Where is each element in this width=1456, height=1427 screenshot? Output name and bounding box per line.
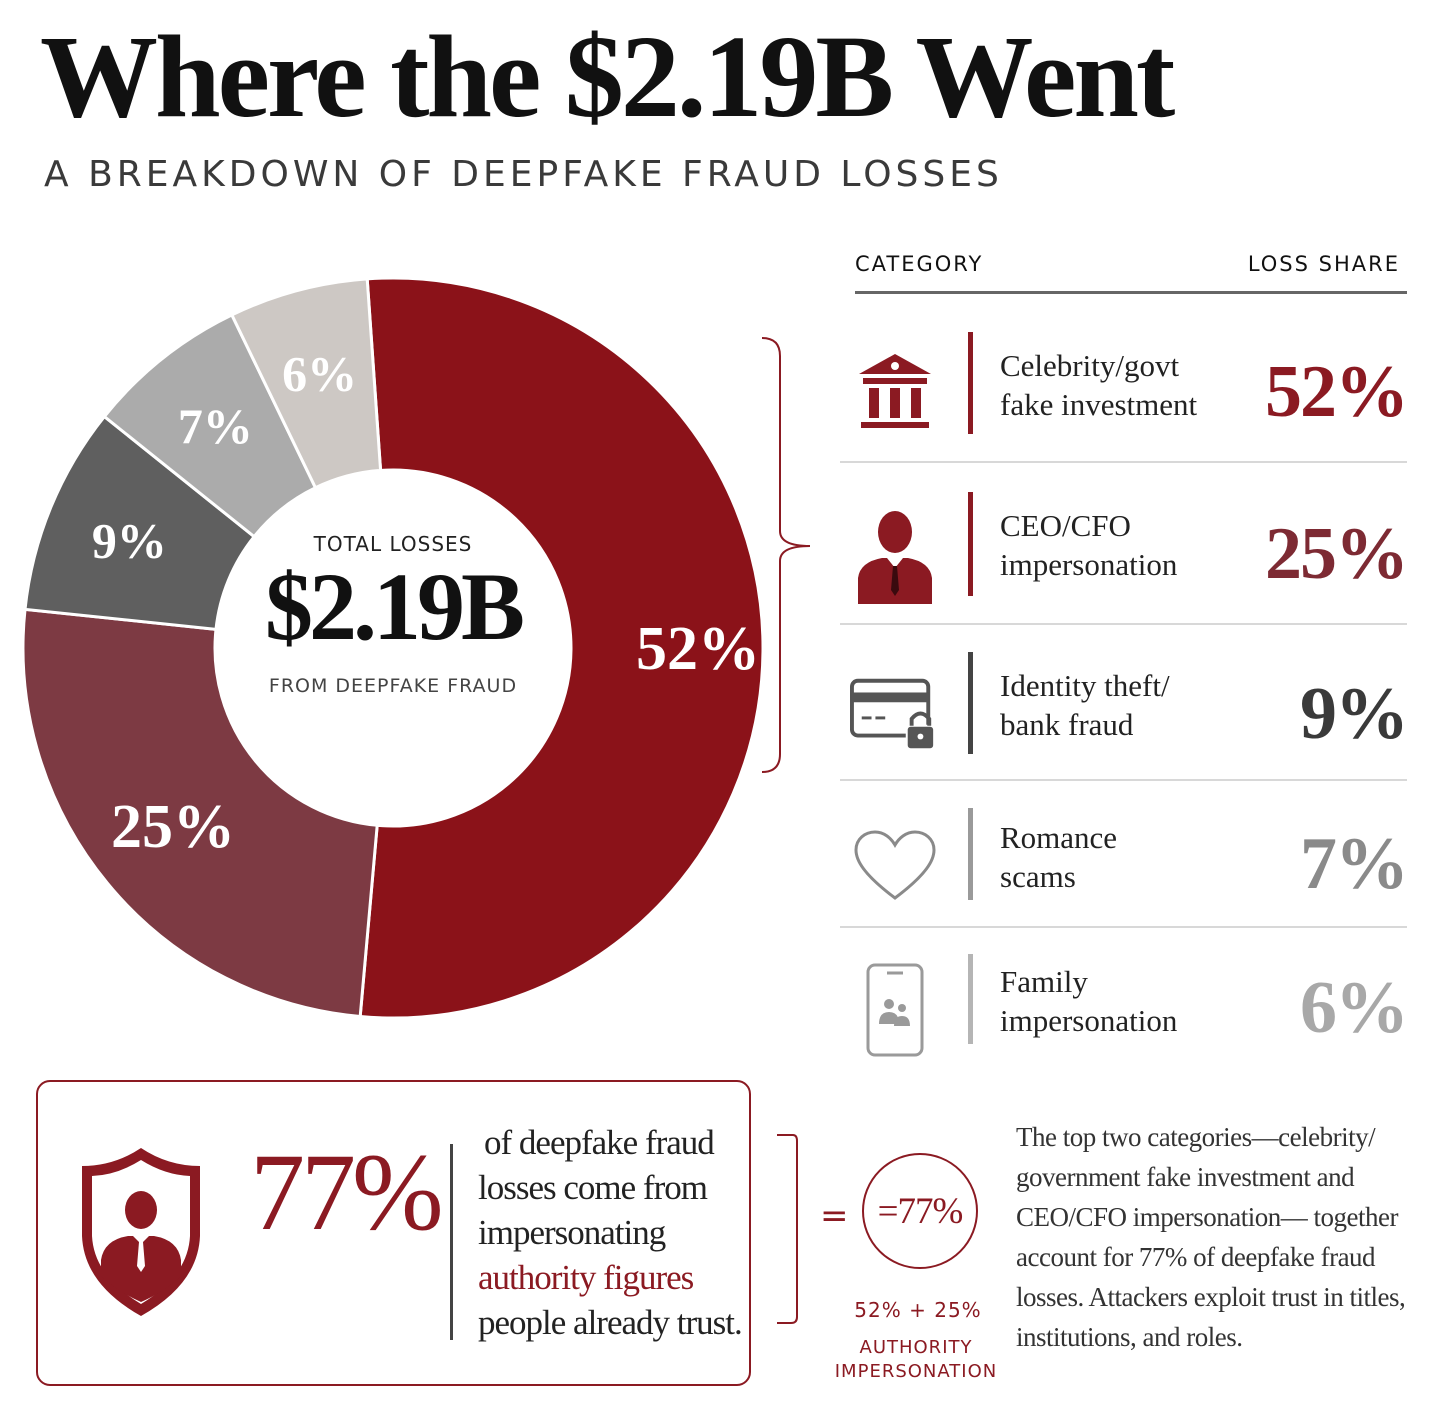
row-label: Identity theft/bank fraud [1000,668,1170,742]
row-accent-bar [968,652,973,754]
row-share: 9% [1300,673,1409,755]
top-categories-bracket [761,337,811,773]
donut-slice [358,276,765,1020]
row-share: 7% [1300,823,1409,905]
row-share: 52% [1265,351,1409,433]
row-divider [840,623,1407,625]
row-divider [840,926,1407,928]
sum-formula: 52% + 25% [854,1298,982,1322]
authority-callout-box: 77% of deepfake fraud losses come from i… [36,1080,751,1386]
equals-sign: = [820,1196,849,1236]
table-row: Celebrity/govt fake investment 52% [840,322,1409,463]
row-accent-bar [968,492,973,596]
total-losses-sub: FROM DEEPFAKE FRAUD [268,675,518,697]
sum-circle: =77% [862,1153,978,1269]
total-losses-value: $2.19B [264,553,525,660]
card-lock-icon [850,644,940,784]
row-label: Celebrity/govt fake investment [1000,348,1198,422]
executive-icon [850,484,940,624]
phone-family-icon [850,940,940,1080]
heart-icon [850,796,940,936]
column-header-category: CATEGORY [855,252,984,276]
page-title: Where the $2.19B Went [40,11,1175,142]
slice-label: 6% [282,346,357,402]
donut-slice [229,277,383,490]
row-accent-bar [968,808,973,900]
summary-text: The top two categories—celebrity/ govern… [1016,1122,1406,1352]
slice-label: 52% [636,615,760,683]
table-row: Identity theft/bank fraud 9% [840,644,1409,784]
row-label: Romance scams [1000,820,1118,894]
donut-center: TOTAL LOSSES $2.19B FROM DEEPFAKE FRAUD [215,470,571,826]
callout-percent: 77% [250,1131,444,1253]
callout-text: of deepfake fraud losses come from imper… [478,1123,743,1342]
table-row: Family impersonation 6% [840,940,1409,1080]
page-subtitle: A BREAKDOWN OF DEEPFAKE FRAUD LOSSES [44,154,1003,195]
callout-divider [450,1144,453,1340]
row-accent-bar [968,332,973,434]
callout-highlight: authority figures [478,1258,694,1297]
sum-caption: AUTHORITY IMPERSONATION [834,1337,998,1382]
table-row: Romance scams 7% [840,796,1409,936]
row-divider [840,461,1407,463]
slice-label: 7% [178,398,253,454]
row-accent-bar [968,954,973,1044]
bank-icon [850,322,940,462]
row-divider [840,779,1407,781]
callout-bracket [777,1134,798,1324]
total-losses-label: TOTAL LOSSES [313,532,473,556]
slice-label: 25% [111,793,235,861]
shield-person-icon [76,1144,206,1325]
row-label: Family impersonation [1000,964,1178,1038]
row-share: 6% [1300,967,1409,1049]
column-header-loss-share: LOSS SHARE [1247,252,1400,276]
donut-slice [21,607,379,1019]
slice-label: 9% [92,513,167,569]
donut-chart: 52% 25% 9% 7% 6% [21,276,765,1020]
row-label: CEO/CFO impersonation [1000,508,1178,582]
row-share: 25% [1265,513,1409,595]
table-row: CEO/CFO impersonation 25% [840,484,1409,625]
header-divider [855,291,1407,294]
